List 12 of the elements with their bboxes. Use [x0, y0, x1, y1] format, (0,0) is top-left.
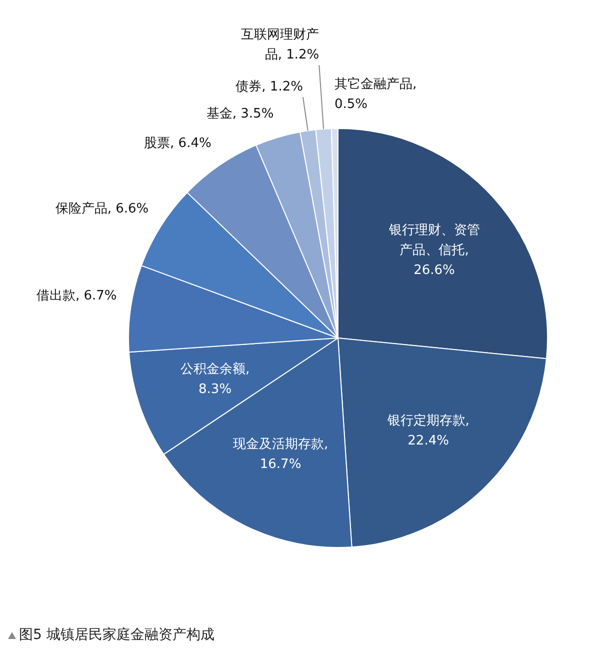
- slice-label: 银行理财、资管产品、信托, 26.6%: [388, 223, 480, 278]
- slice-label: 银行定期存款, 22.4%: [386, 414, 470, 449]
- slice-label: 其它金融产品, 0.5%: [334, 76, 417, 112]
- slice-label: 借出款, 6.7%: [36, 288, 117, 304]
- slice-label: 互联网理财产品, 1.2%: [241, 28, 320, 63]
- slice-label: 现金及活期存款, 16.7%: [232, 436, 328, 472]
- slice-label: 保险产品, 6.6%: [55, 202, 149, 217]
- slice-label: 公积金余额, 8.3%: [180, 362, 250, 398]
- text: 图5 城镇居民家庭金融资产构成: [19, 626, 214, 644]
- slice-label: 股票, 6.4%: [144, 136, 212, 152]
- slice-label: 债券, 1.2%: [236, 79, 303, 94]
- slice-label: 基金, 3.5%: [206, 106, 274, 122]
